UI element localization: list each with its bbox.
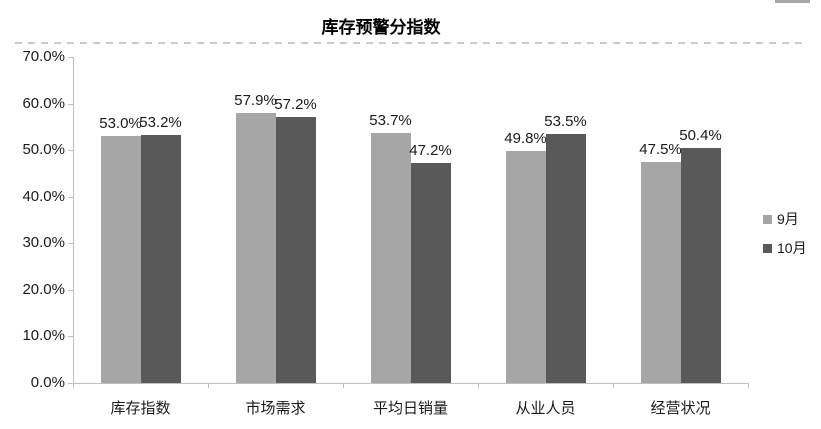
- bar-9月-市场需求: [235, 113, 276, 383]
- y-axis-label: 40.0%: [22, 187, 65, 205]
- y-tick: [68, 150, 73, 152]
- y-axis-label: 20.0%: [22, 280, 65, 298]
- y-axis-label: 60.0%: [22, 94, 65, 112]
- y-tick: [68, 57, 73, 58]
- legend-label-oct: 10月: [777, 240, 807, 256]
- y-tick: [68, 289, 73, 291]
- y-axis-label: 50.0%: [22, 141, 65, 159]
- y-tick: [68, 196, 73, 198]
- x-axis-line: [73, 383, 749, 384]
- legend: 9月 10月: [763, 209, 807, 258]
- bar-10月-经营状况: [680, 148, 721, 383]
- bar-9月-从业人员: [505, 151, 546, 383]
- bar-10月-从业人员: [545, 133, 586, 383]
- category-label: 经营状况: [650, 400, 711, 417]
- bar-10月-库存指数: [140, 135, 181, 383]
- bar-value-label: 53.2%: [139, 114, 182, 132]
- bar-value-label: 57.9%: [234, 92, 277, 110]
- category-label: 平均日销量: [372, 400, 449, 417]
- x-tick: [613, 383, 614, 388]
- y-axis-label: 70.0%: [22, 48, 65, 65]
- legend-swatch-sep: [763, 214, 772, 224]
- y-tick: [68, 383, 73, 384]
- bar-value-label: 57.2%: [274, 95, 317, 113]
- y-tick: [68, 336, 73, 338]
- y-axis-label: 30.0%: [22, 234, 65, 252]
- category-label: 库存指数: [110, 400, 171, 417]
- y-tick: [68, 243, 73, 245]
- y-tick: [68, 103, 73, 105]
- x-tick: [478, 383, 479, 388]
- bar-9月-平均日销量: [370, 132, 411, 383]
- x-tick: [73, 383, 74, 388]
- legend-label-sep: 9月: [777, 211, 799, 227]
- bar-value-label: 53.7%: [369, 111, 412, 129]
- y-axis-label: 10.0%: [22, 327, 65, 345]
- bar-value-label: 47.2%: [409, 142, 452, 160]
- top-right-strip: [775, 0, 810, 3]
- bar-10月-平均日销量: [410, 163, 451, 383]
- category-label: 市场需求: [245, 400, 306, 417]
- bar-value-label: 53.0%: [99, 115, 142, 133]
- bar-9月-库存指数: [100, 136, 141, 383]
- bar-value-label: 49.8%: [504, 130, 547, 148]
- category-label: 从业人员: [515, 400, 576, 417]
- legend-swatch-oct: [763, 243, 772, 253]
- bar-value-label: 53.5%: [544, 112, 587, 130]
- bar-10月-市场需求: [275, 116, 316, 383]
- bar-value-label: 47.5%: [639, 140, 682, 158]
- chart-title: 库存预警分指数: [321, 18, 441, 37]
- y-axis-label: 0.0%: [30, 374, 65, 391]
- legend-item-oct: 10月: [763, 238, 807, 258]
- bar-value-label: 50.4%: [679, 127, 722, 145]
- x-tick: [748, 383, 749, 388]
- x-tick: [208, 383, 209, 388]
- title-underline: [15, 42, 806, 44]
- y-axis-line: [73, 57, 74, 383]
- x-tick: [343, 383, 344, 388]
- bar-9月-经营状况: [640, 161, 681, 383]
- legend-item-sep: 9月: [763, 209, 807, 229]
